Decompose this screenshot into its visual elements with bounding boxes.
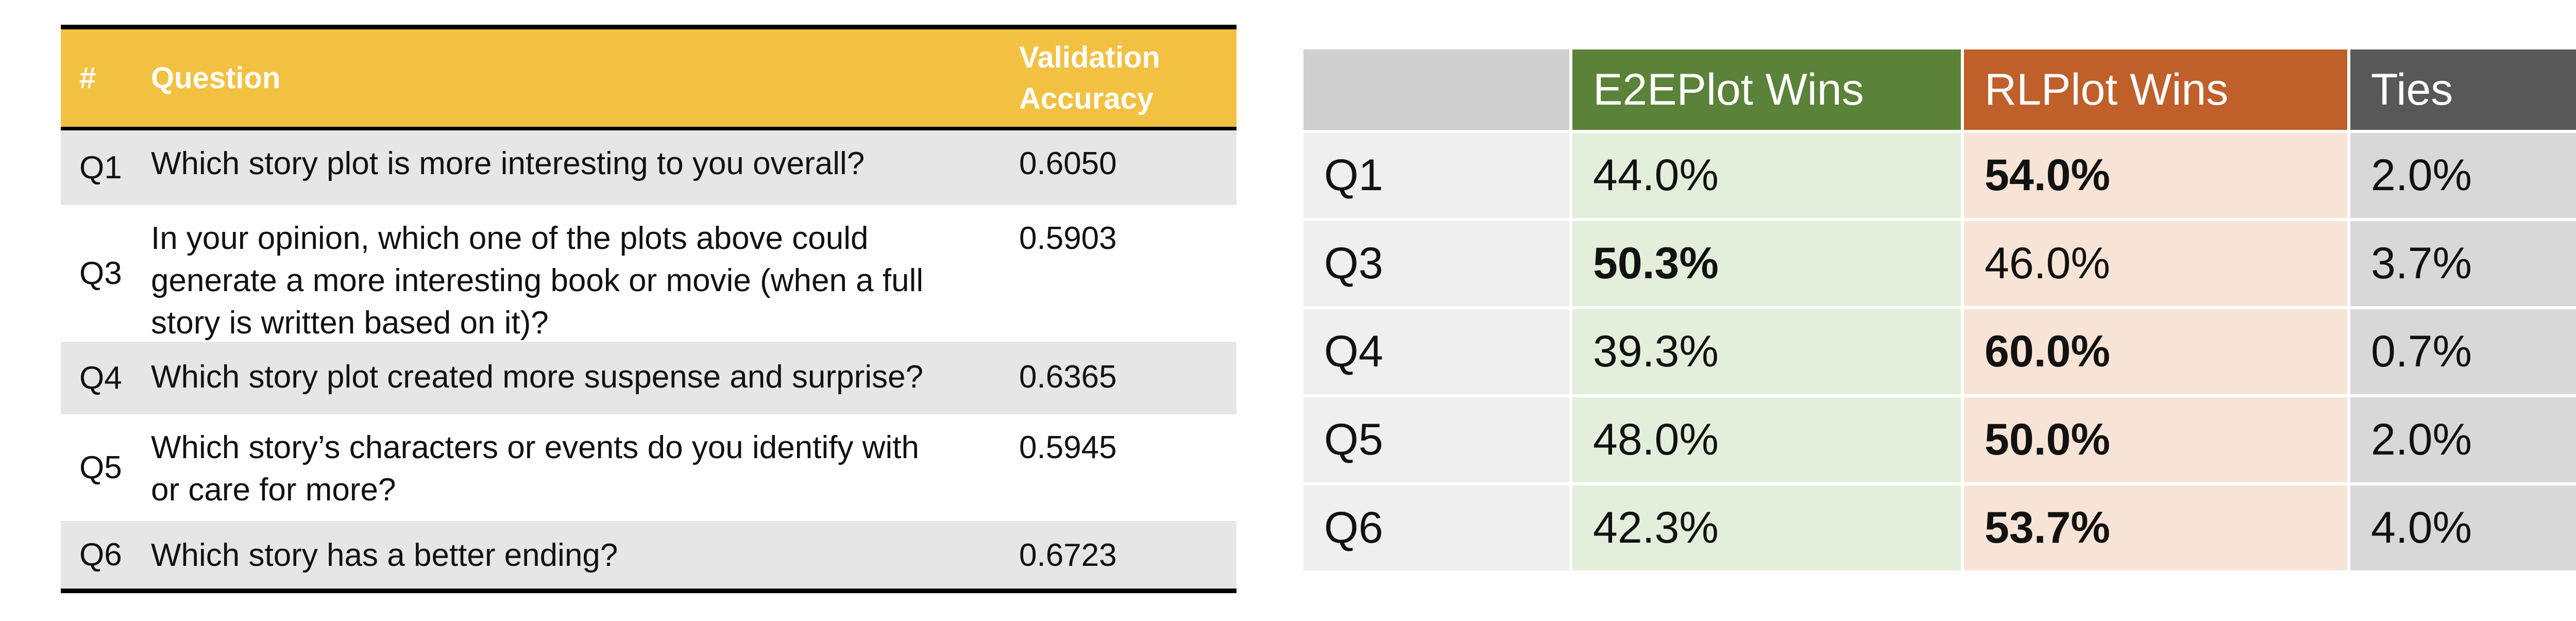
question-text: In your opinion, which one of the plots … bbox=[151, 205, 1019, 342]
table-row: Q1 Which story plot is more interesting … bbox=[61, 130, 1236, 205]
ties-value: 2.0% bbox=[2350, 397, 2576, 482]
table-row: Q3 50.3% 46.0% 3.7% bbox=[1303, 221, 2576, 309]
question-number: Q4 bbox=[79, 360, 122, 396]
header-accuracy-line2: Accuracy bbox=[1019, 81, 1154, 115]
wins-comparison-table: E2EPlot Wins RLPlot Wins Ties Q1 44.0% 5… bbox=[1303, 49, 2576, 574]
validation-accuracy: 0.6365 bbox=[1019, 359, 1117, 395]
question-line: In your opinion, which one of the plots … bbox=[151, 221, 869, 256]
question-accuracy-table: # Question Validation Accuracy Q1 Which … bbox=[61, 25, 1236, 593]
row-label: Q4 bbox=[1303, 309, 1572, 394]
question-line: Which story has a better ending? bbox=[151, 538, 618, 573]
rlplot-wins-value: 50.0% bbox=[1964, 397, 2350, 482]
question-line: story is written based on it)? bbox=[151, 305, 549, 341]
validation-accuracy: 0.5903 bbox=[1019, 221, 1117, 256]
e2eplot-wins-value: 42.3% bbox=[1572, 485, 1964, 570]
ties-value: 3.7% bbox=[2350, 221, 2576, 306]
row-label: Q5 bbox=[1303, 397, 1572, 482]
ties-value: 2.0% bbox=[2350, 133, 2576, 218]
rlplot-wins-value: 60.0% bbox=[1964, 309, 2350, 394]
e2eplot-wins-value: 48.0% bbox=[1572, 397, 1964, 482]
e2eplot-wins-value: 44.0% bbox=[1572, 133, 1964, 218]
validation-accuracy: 0.6050 bbox=[1019, 146, 1117, 181]
question-line: Which story plot is more interesting to … bbox=[151, 146, 865, 181]
header-blank bbox=[1303, 49, 1572, 130]
header-rlplot-wins: RLPlot Wins bbox=[1964, 49, 2350, 130]
e2eplot-wins-value: 50.3% bbox=[1572, 221, 1964, 306]
question-text: Which story plot is more interesting to … bbox=[151, 130, 1019, 205]
question-text: Which story has a better ending? bbox=[151, 521, 1019, 589]
header-question: Question bbox=[151, 61, 281, 95]
header-validation-accuracy: Validation Accuracy bbox=[1019, 29, 1236, 127]
question-text: Which story’s characters or events do yo… bbox=[151, 414, 1019, 521]
question-line: Which story plot created more suspense a… bbox=[151, 359, 924, 395]
question-number: Q3 bbox=[79, 256, 122, 291]
header-accuracy-line1: Validation bbox=[1019, 40, 1160, 74]
header-number: # bbox=[79, 61, 96, 95]
question-number: Q1 bbox=[79, 150, 122, 186]
ties-value: 0.7% bbox=[2350, 309, 2576, 394]
row-label: Q3 bbox=[1303, 221, 1572, 306]
table-row: Q4 39.3% 60.0% 0.7% bbox=[1303, 309, 2576, 397]
question-text: Which story plot created more suspense a… bbox=[151, 342, 1019, 414]
table-row: Q6 Which story has a better ending? 0.67… bbox=[61, 521, 1236, 589]
question-line: Which story’s characters or events do yo… bbox=[151, 430, 919, 465]
rlplot-wins-value: 46.0% bbox=[1964, 221, 2350, 306]
rlplot-wins-value: 53.7% bbox=[1964, 485, 2350, 570]
table-row: Q5 48.0% 50.0% 2.0% bbox=[1303, 397, 2576, 485]
table-row: Q4 Which story plot created more suspens… bbox=[61, 342, 1236, 414]
question-number: Q5 bbox=[79, 450, 122, 485]
table-row: Q6 42.3% 53.7% 4.0% bbox=[1303, 485, 2576, 574]
table-row: Q3 In your opinion, which one of the plo… bbox=[61, 205, 1236, 342]
row-label: Q1 bbox=[1303, 133, 1572, 218]
rlplot-wins-value: 54.0% bbox=[1964, 133, 2350, 218]
wins-table-header: E2EPlot Wins RLPlot Wins Ties bbox=[1303, 49, 2576, 133]
table-row: Q1 44.0% 54.0% 2.0% bbox=[1303, 133, 2576, 221]
header-e2eplot-wins: E2EPlot Wins bbox=[1572, 49, 1964, 130]
ties-value: 4.0% bbox=[2350, 485, 2576, 570]
question-line: or care for more? bbox=[151, 472, 396, 508]
validation-accuracy: 0.5945 bbox=[1019, 430, 1117, 465]
e2eplot-wins-value: 39.3% bbox=[1572, 309, 1964, 394]
validation-accuracy: 0.6723 bbox=[1019, 538, 1117, 573]
question-line: generate a more interesting book or movi… bbox=[151, 263, 924, 298]
row-label: Q6 bbox=[1303, 485, 1572, 570]
question-number: Q6 bbox=[79, 537, 122, 573]
question-table-header: # Question Validation Accuracy bbox=[61, 29, 1236, 130]
header-ties: Ties bbox=[2350, 49, 2576, 130]
table-row: Q5 Which story’s characters or events do… bbox=[61, 414, 1236, 521]
